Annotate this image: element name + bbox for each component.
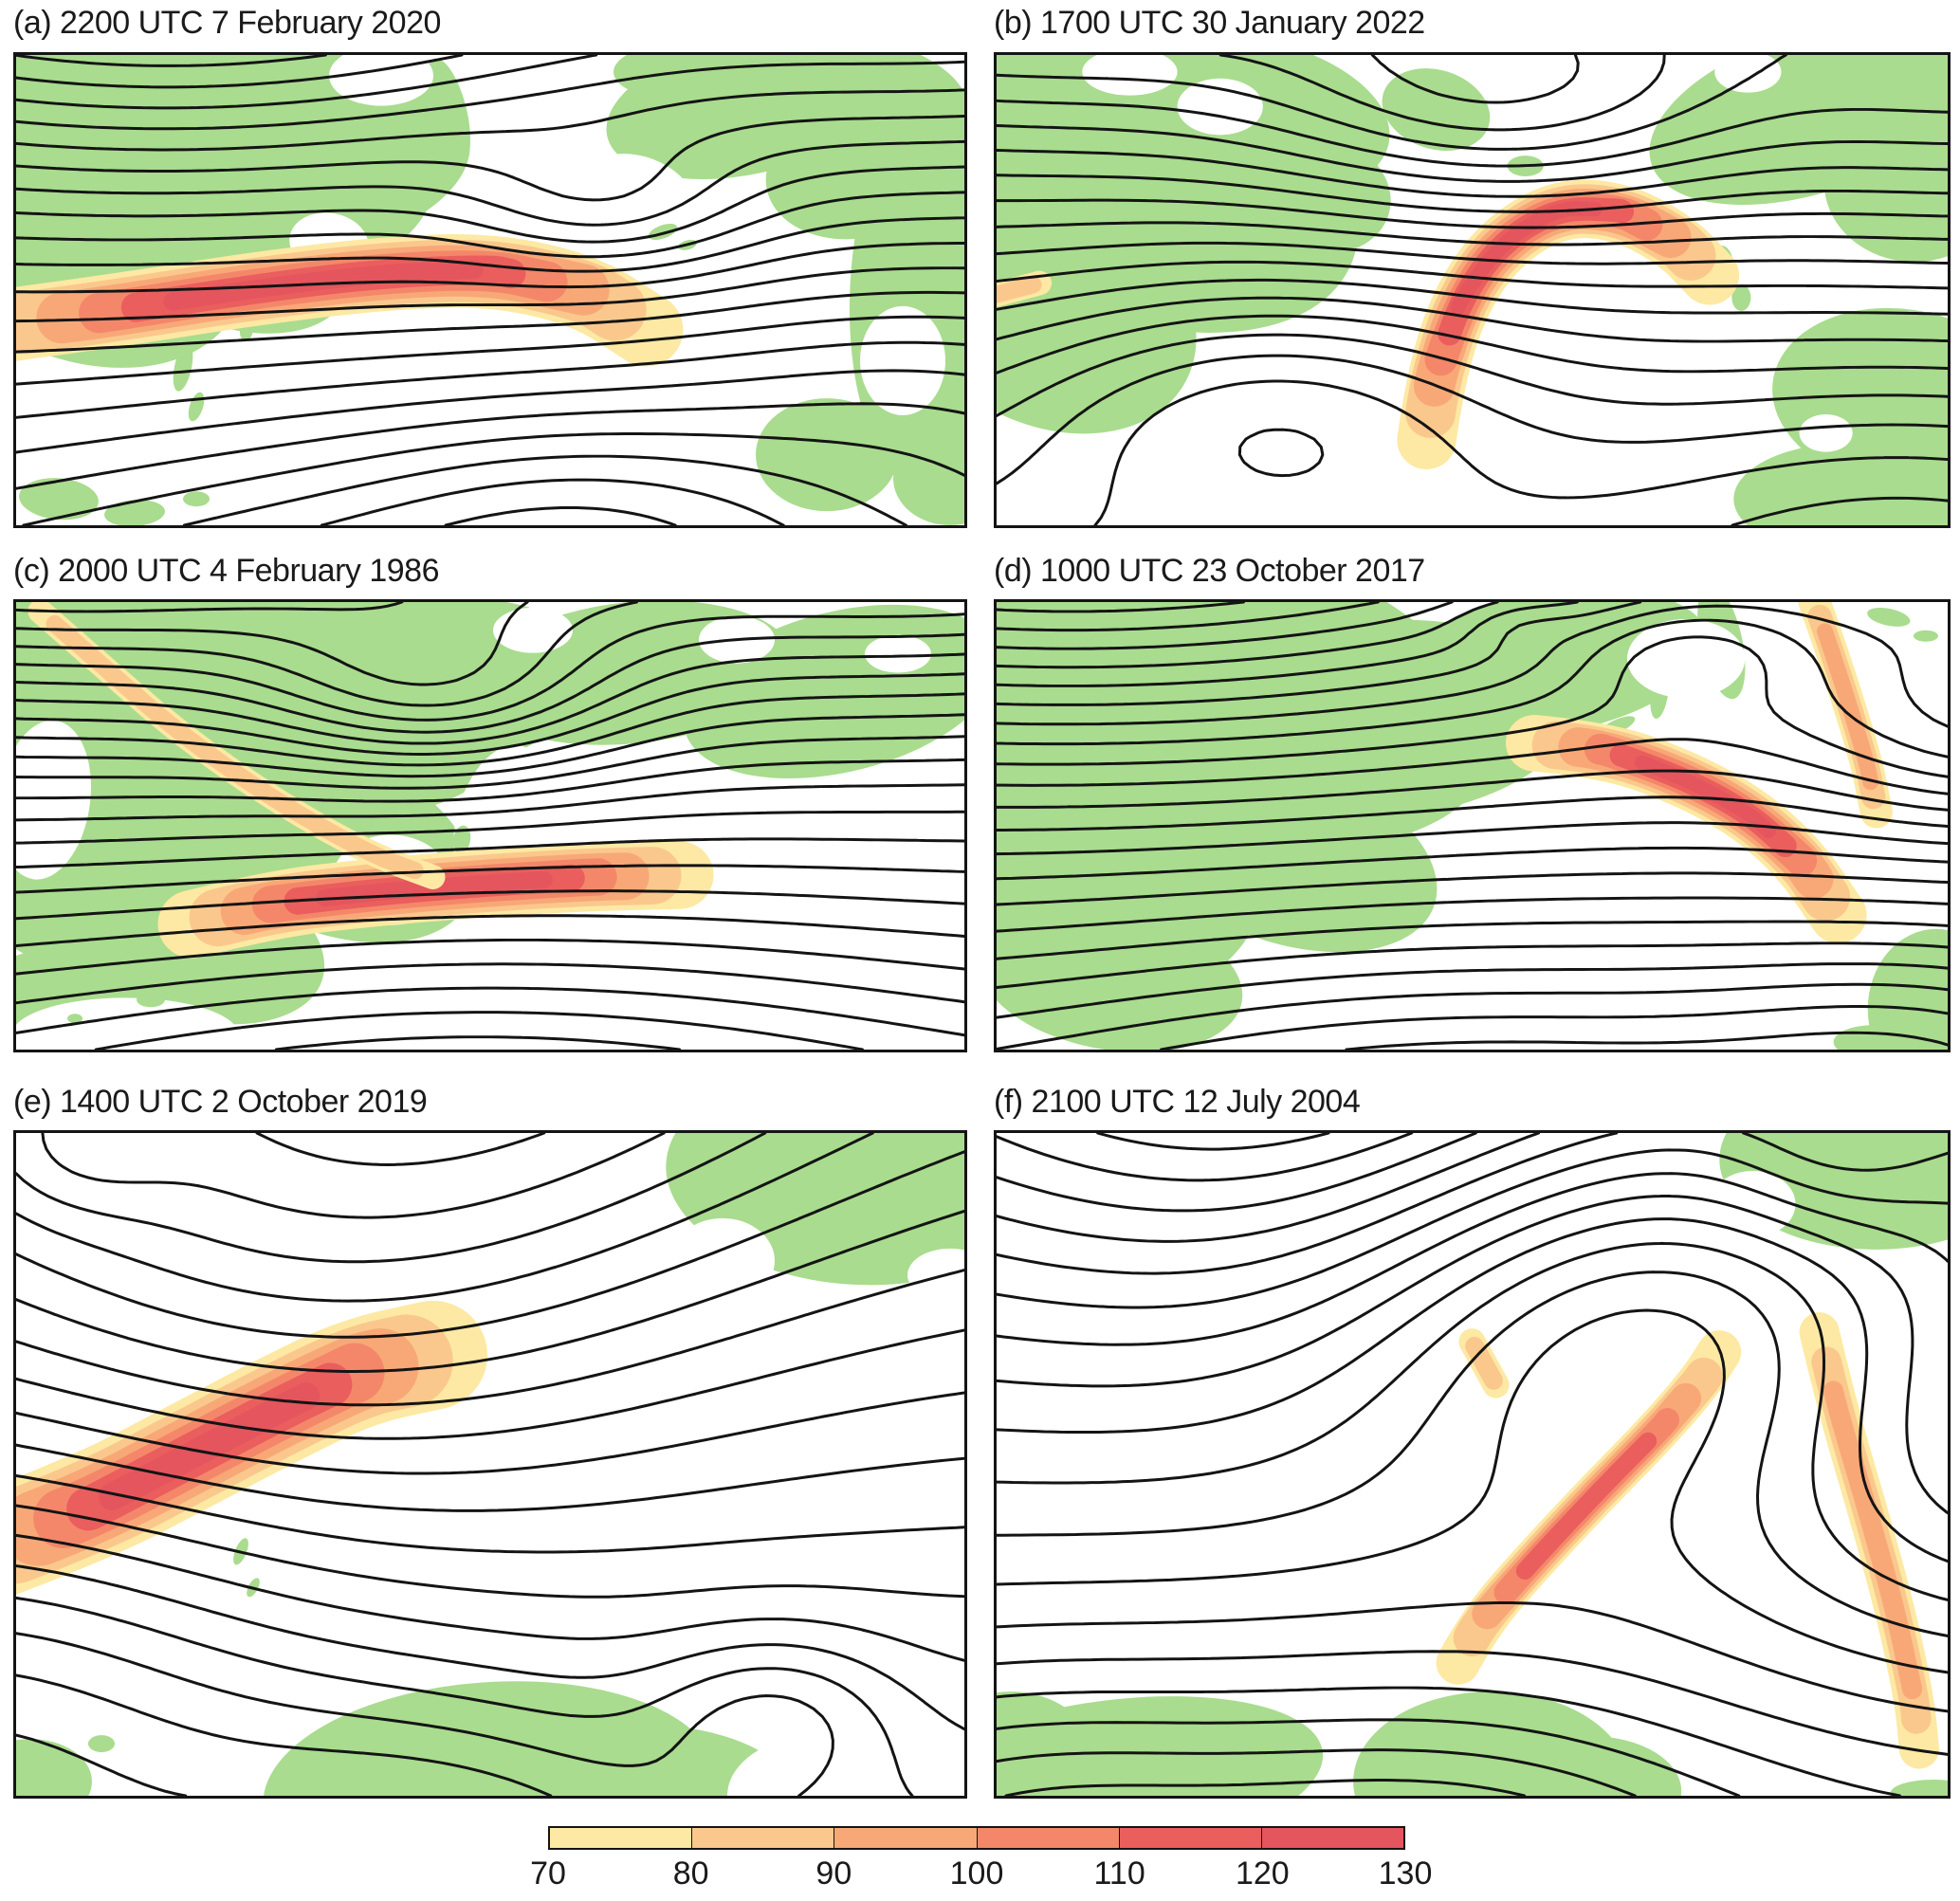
colorbar-segment (692, 1828, 835, 1848)
panel-b-map (994, 52, 1951, 528)
colorbar-tick-label: 80 (672, 1855, 709, 1892)
colorbar-tick-label: 70 (530, 1855, 566, 1892)
panel-e-title: (e) 1400 UTC 2 October 2019 (13, 1084, 428, 1120)
panel-c-title: (c) 2000 UTC 4 February 1986 (13, 553, 439, 589)
colorbar-segment (550, 1828, 693, 1848)
panel-a-map (13, 52, 967, 528)
colorbar-tick-label: 110 (1093, 1855, 1145, 1892)
panel-d-title: (d) 1000 UTC 23 October 2017 (994, 553, 1425, 589)
panel-d-map (994, 599, 1951, 1052)
colorbar-tick-label: 90 (815, 1855, 852, 1892)
colorbar-labels: 70 80 90 100 110 120 130 (530, 1855, 1432, 1897)
panel-c-map (13, 599, 967, 1052)
panel-b-title: (b) 1700 UTC 30 January 2022 (994, 5, 1425, 41)
colorbar-tick-label: 130 (1378, 1855, 1433, 1892)
colorbar-tick-label: 120 (1235, 1855, 1290, 1892)
colorbar-segment (1261, 1828, 1404, 1848)
panel-f-title: (f) 2100 UTC 12 July 2004 (994, 1084, 1361, 1120)
panel-a-title: (a) 2200 UTC 7 February 2020 (13, 5, 441, 41)
panel-e-map (13, 1130, 967, 1799)
colorbar-segment (1119, 1828, 1262, 1848)
colorbar: 70 80 90 100 110 120 130 (530, 1826, 1432, 1897)
colorbar-segment (834, 1828, 978, 1848)
colorbar-gradient (548, 1826, 1405, 1850)
colorbar-segment (977, 1828, 1120, 1848)
colorbar-tick-label: 100 (949, 1855, 1004, 1892)
panel-f-map (994, 1130, 1951, 1799)
